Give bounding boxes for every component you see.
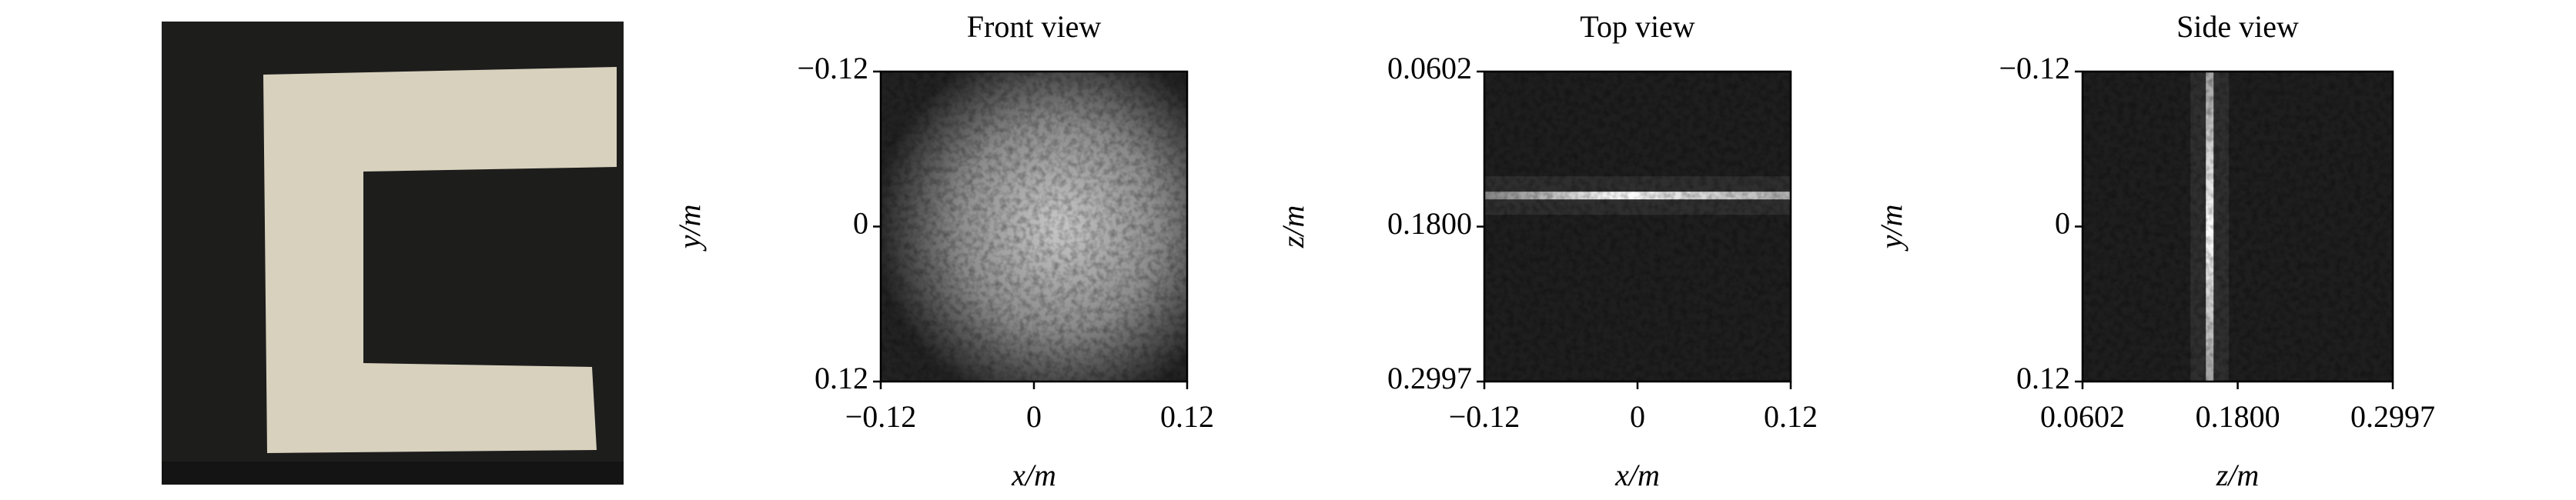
y-axis-label: y/m [1874, 205, 1909, 252]
x-tick-label: 0 [1026, 399, 1042, 434]
x-axis-label: z/m [2216, 458, 2260, 492]
y-axis-label: y/m [672, 205, 707, 252]
x-tick-label: −0.12 [1449, 399, 1521, 434]
x-tick-label: 0 [1630, 399, 1645, 434]
x-tick-label: −0.12 [845, 399, 917, 434]
noise [1484, 72, 1791, 382]
x-axis-label: x/m [1011, 458, 1056, 492]
y-tick-label: 0 [853, 206, 868, 241]
y-tick-label: 0.12 [2016, 361, 2070, 395]
x-tick-label: 0.1800 [2196, 399, 2280, 434]
x-tick-label: 0.12 [1764, 399, 1818, 434]
x-tick-label: 0.0602 [2040, 399, 2125, 434]
noise [2083, 72, 2393, 382]
y-tick-label: −0.12 [797, 51, 868, 85]
photo [162, 22, 624, 485]
noise [881, 72, 1187, 382]
y-tick-label: 0.2997 [1387, 361, 1472, 395]
plot-title: Top view [1580, 9, 1695, 44]
plot-title: Side view [2176, 9, 2299, 44]
y-tick-label: −0.12 [1999, 51, 2070, 85]
x-tick-label: 0.12 [1160, 399, 1214, 434]
y-tick-label: 0.12 [815, 361, 868, 395]
x-tick-label: 0.2997 [2350, 399, 2435, 434]
y-axis-label: z/m [1276, 205, 1310, 249]
y-tick-label: 0.1800 [1387, 206, 1472, 241]
y-tick-label: 0 [2055, 206, 2070, 241]
plot-title: Front view [967, 9, 1102, 44]
y-tick-label: 0.0602 [1387, 51, 1472, 85]
x-axis-label: x/m [1614, 458, 1660, 492]
